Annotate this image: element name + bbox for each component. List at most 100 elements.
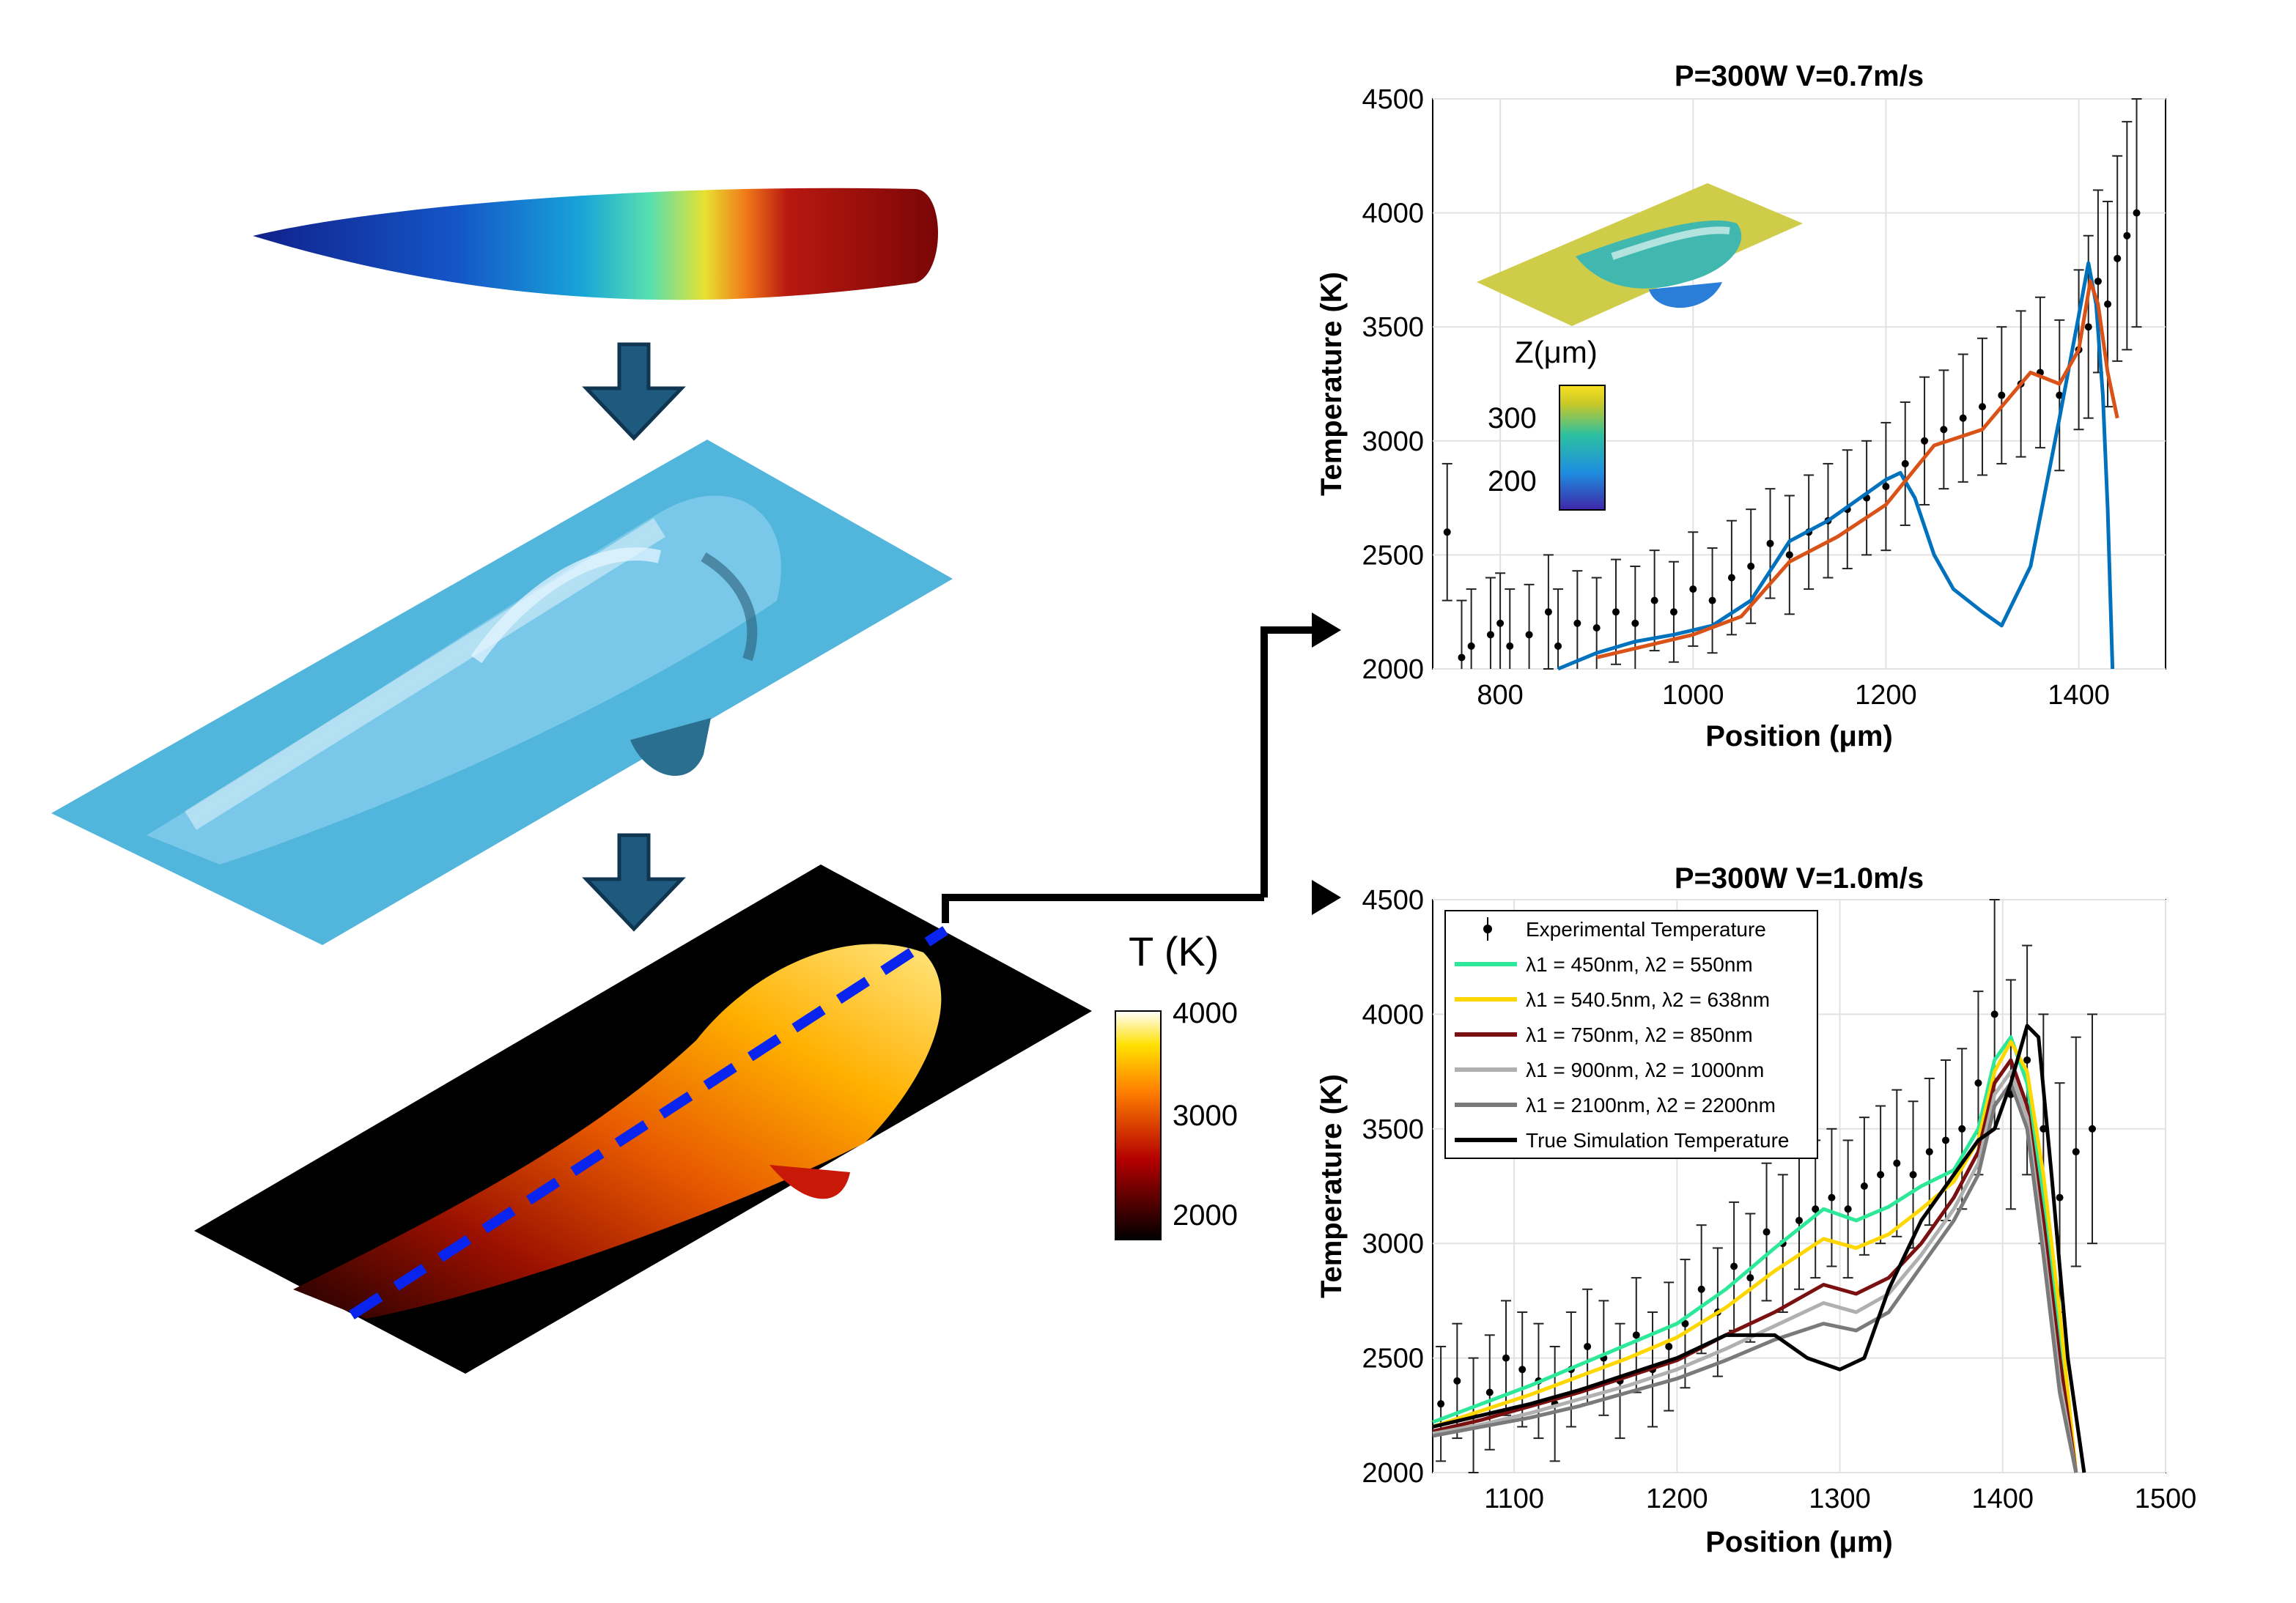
x-tick-label: 1400 <box>1972 1484 2034 1514</box>
data-point <box>1443 528 1451 536</box>
data-point <box>1584 1342 1592 1350</box>
legend-marker <box>1483 925 1492 933</box>
data-point <box>1979 403 1986 411</box>
data-point <box>2123 232 2131 240</box>
data-point <box>1812 1205 1820 1213</box>
colorbar-tick: 3000 <box>1173 1100 1238 1132</box>
data-point <box>1669 608 1677 616</box>
x-tick-label: 1200 <box>1646 1484 1708 1514</box>
data-point <box>1921 437 1929 445</box>
x-tick-label: 1300 <box>1809 1484 1871 1514</box>
inset-colorbar-title: Z(μm) <box>1515 335 1598 369</box>
data-point <box>1959 414 1967 422</box>
data-point <box>1592 623 1601 632</box>
series-line <box>1432 1058 2078 1473</box>
chart-top: 800 1000 1200 1400 2000 2500 3000 3500 4000 4500… <box>1315 60 2166 752</box>
series-line <box>1432 1081 2078 1473</box>
y-tick-label: 4000 <box>1362 999 1424 1030</box>
data-point <box>1925 1148 1933 1156</box>
series-lines <box>1557 261 2119 671</box>
y-axis-label: Temperature (K) <box>1315 1074 1348 1298</box>
y-tick-label: 2000 <box>1362 654 1424 685</box>
data-point <box>1844 1205 1852 1213</box>
data-point <box>2114 254 2122 262</box>
series-line <box>1557 261 2115 671</box>
x-tick-label: 1400 <box>2048 680 2110 711</box>
temperature-colorbar: T (K) 4000 3000 2000 <box>1115 928 1238 1240</box>
data-point <box>1631 619 1639 627</box>
data-point <box>1467 642 1475 650</box>
legend-entry: λ1 = 2100nm, λ2 = 2200nm <box>1526 1094 1776 1117</box>
data-point <box>1650 596 1658 604</box>
x-axis-label: Position (μm) <box>1705 1526 1893 1558</box>
data-point <box>1458 654 1466 662</box>
data-point <box>2023 1056 2031 1064</box>
data-point <box>1860 1182 1868 1190</box>
errorbar-series <box>1436 899 2097 1473</box>
colorbar-title: T (K) <box>1129 928 1219 974</box>
data-point <box>1795 1216 1803 1224</box>
data-point <box>1766 539 1774 547</box>
inset-surface-image <box>1477 183 1803 326</box>
data-point <box>1708 596 1716 604</box>
branch-arrow-icon <box>942 612 1341 923</box>
legend-entry: λ1 = 450nm, λ2 = 550nm <box>1526 953 1753 976</box>
data-point <box>1453 1377 1461 1385</box>
data-point <box>1632 1331 1640 1339</box>
data-point <box>1665 1342 1673 1350</box>
x-axis-label: Position (μm) <box>1705 720 1893 752</box>
data-point <box>2094 277 2102 285</box>
data-point <box>1909 1171 1917 1179</box>
data-point <box>2089 1125 2096 1133</box>
data-point <box>1612 608 1620 616</box>
series-line <box>1432 1040 2078 1473</box>
data-point <box>1544 608 1552 616</box>
legend: Experimental Temperature λ1 = 450nm, λ2 =… <box>1444 910 1818 1159</box>
data-point <box>2056 391 2064 399</box>
series-line <box>1596 279 2119 659</box>
data-point <box>1762 1228 1771 1236</box>
data-point <box>1901 459 1909 467</box>
y-tick-label: 2500 <box>1362 540 1424 571</box>
y-tick-label: 3500 <box>1362 1114 1424 1145</box>
colorbar-tick: 2000 <box>1173 1199 1238 1232</box>
x-tick-label: 1200 <box>1855 680 1917 711</box>
chart-title: P=300W V=1.0m/s <box>1675 862 1924 895</box>
y-tick-label: 2500 <box>1362 1344 1424 1374</box>
y-tick-label: 3000 <box>1362 1229 1424 1259</box>
data-point <box>1785 551 1793 559</box>
y-tick-label: 3000 <box>1362 426 1424 457</box>
down-arrow-icon <box>582 342 686 441</box>
data-point <box>1877 1171 1885 1179</box>
x-tick-labels: 800 1000 1200 1400 <box>1477 680 2109 711</box>
data-point <box>1518 1366 1527 1374</box>
x-tick-labels: 1100 1200 1300 1400 1500 <box>1484 1484 2196 1514</box>
data-point <box>1697 1285 1705 1293</box>
data-point <box>1998 391 2006 399</box>
data-point <box>1747 562 1755 570</box>
data-point <box>1893 1159 1901 1167</box>
melt-pool-surface-mesh <box>51 440 953 945</box>
data-point <box>1727 574 1735 582</box>
data-point <box>2072 1148 2080 1156</box>
legend-entry: True Simulation Temperature <box>1526 1129 1790 1152</box>
inset-colorbar-tick: 200 <box>1488 465 1537 497</box>
melt-pool-temperature-model <box>253 188 938 300</box>
legend-entry: λ1 = 900nm, λ2 = 1000nm <box>1526 1059 1764 1081</box>
data-point <box>1502 1354 1510 1362</box>
data-point <box>1525 631 1533 639</box>
melt-pool-heatmap-plane <box>194 865 1092 1374</box>
data-point <box>2084 323 2092 331</box>
data-point <box>2133 209 2141 217</box>
colorbar-tick: 4000 <box>1173 997 1238 1029</box>
y-tick-label: 4000 <box>1362 199 1424 229</box>
data-point <box>1974 1079 1982 1087</box>
y-axis-label: Temperature (K) <box>1315 272 1348 496</box>
y-tick-labels: 2000 2500 3000 3500 4000 4500 <box>1362 885 1424 1489</box>
y-tick-label: 4500 <box>1362 885 1424 916</box>
data-point <box>1882 483 1890 491</box>
series-line <box>1432 1035 2078 1473</box>
data-point <box>1554 642 1562 650</box>
colorbar-gradient <box>1115 1010 1162 1240</box>
